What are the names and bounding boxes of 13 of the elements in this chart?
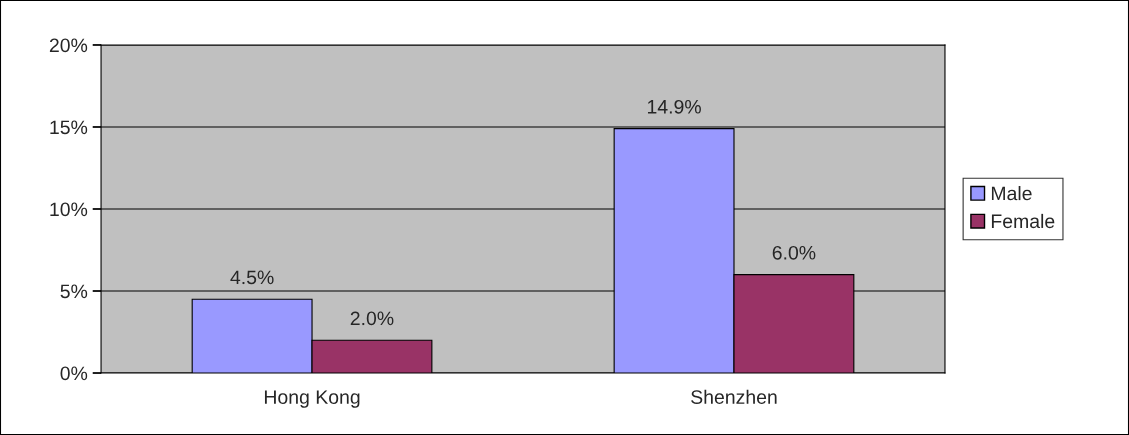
data-label: 2.0% xyxy=(350,311,394,326)
legend-label: Female xyxy=(991,213,1055,229)
y-tick-label: 10% xyxy=(50,202,88,217)
x-tick-label: Shenzhen xyxy=(691,389,777,404)
data-label: 4.5% xyxy=(230,270,274,285)
legend-label: Male xyxy=(991,186,1032,201)
data-label: 6.0% xyxy=(772,245,816,260)
x-tick-label: Hong Kong xyxy=(264,390,360,408)
y-tick-label: 15% xyxy=(50,120,88,135)
data-label: 14.9% xyxy=(647,99,701,114)
y-tick-label: 20% xyxy=(49,38,88,53)
y-tick-label: 5% xyxy=(60,284,88,299)
y-tick-label: 0% xyxy=(60,366,88,381)
